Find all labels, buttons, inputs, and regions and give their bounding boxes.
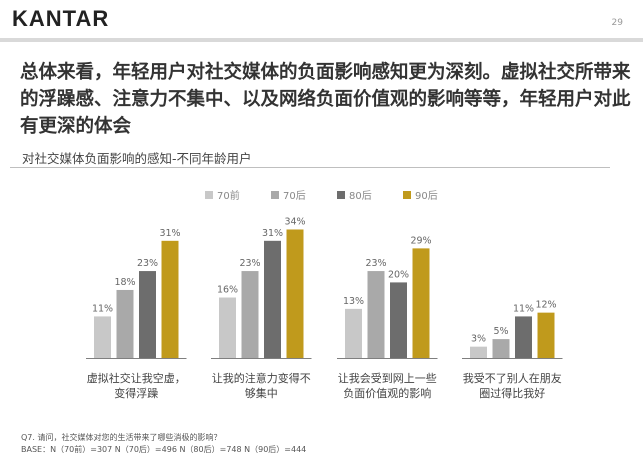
bar	[515, 316, 532, 358]
category-label: 负面价值观的影响	[343, 386, 431, 400]
legend-item: 70前	[205, 187, 271, 202]
data-label: 18%	[114, 277, 135, 288]
bar	[492, 339, 510, 358]
legend-label: 70前	[217, 191, 240, 202]
bar	[219, 297, 236, 358]
data-label: 34%	[284, 216, 305, 227]
page-headline: 总体来看，年轻用户对社交媒体的负面影响感知更为深刻。虚拟社交所带来的浮躁感、注意…	[20, 62, 631, 137]
header-divider	[0, 38, 643, 42]
category-label: 变得浮躁	[114, 386, 158, 400]
category-label: 让我会受到网上一些	[338, 371, 437, 385]
data-label: 11%	[513, 303, 534, 314]
legend-item: 90后	[403, 187, 469, 202]
data-label: 23%	[239, 258, 260, 269]
category-label: 我受不了别人在朋友	[463, 371, 562, 385]
bar	[367, 271, 385, 358]
bar	[94, 316, 111, 358]
footnote-question: Q7. 请问，社交媒体对您的生活带来了哪些消极的影响？	[21, 433, 222, 442]
data-label: 16%	[217, 285, 238, 296]
data-label: 5%	[493, 326, 508, 337]
bar	[345, 308, 362, 358]
category-label: 圈过得比我好	[479, 386, 545, 400]
legend-label: 70后	[283, 191, 306, 202]
category-label: 虚拟社交让我空虚，	[87, 371, 186, 385]
legend-swatch	[271, 190, 279, 199]
data-label: 31%	[159, 228, 180, 239]
data-label: 11%	[92, 303, 113, 314]
legend-item: 70后	[271, 187, 337, 202]
legend-swatch	[205, 190, 213, 199]
legend-swatch	[337, 190, 345, 199]
bar	[161, 240, 179, 358]
data-label: 29%	[410, 235, 431, 246]
data-label: 31%	[262, 228, 283, 239]
legend-label: 90后	[415, 191, 438, 202]
category-label: 够集中	[245, 386, 278, 400]
bar	[470, 346, 487, 358]
bar	[537, 312, 555, 358]
bar	[116, 289, 134, 358]
category-label: 让我的注意力变得不	[212, 371, 311, 385]
page-number: 29	[611, 18, 623, 28]
chart-title: 对社交媒体负面影响的感知-不同年龄用户	[22, 151, 252, 166]
bar	[139, 271, 156, 358]
bar	[264, 240, 281, 358]
chart-title-divider	[10, 167, 610, 168]
chart-legend: 70前 70后 80后 90后	[205, 187, 469, 202]
footnote-base: BASE：N（70前）=307 N（70后）=496 N（80后）=748 N（…	[21, 445, 307, 454]
bar	[241, 271, 259, 358]
legend-swatch	[403, 190, 411, 199]
data-label: 23%	[137, 258, 158, 269]
data-label: 3%	[471, 334, 486, 345]
bar	[390, 282, 407, 358]
legend-item: 80后	[337, 187, 403, 202]
footnote: Q7. 请问，社交媒体对您的生活带来了哪些消极的影响？ BASE：N（70前）=…	[21, 432, 306, 456]
kantar-logo: KANTAR	[12, 6, 110, 31]
data-label: 13%	[343, 296, 364, 307]
data-label: 23%	[365, 258, 386, 269]
legend-label: 80后	[349, 191, 372, 202]
data-label: 20%	[388, 269, 409, 280]
data-label: 12%	[535, 300, 556, 311]
bar	[412, 248, 430, 358]
bar	[286, 229, 304, 358]
